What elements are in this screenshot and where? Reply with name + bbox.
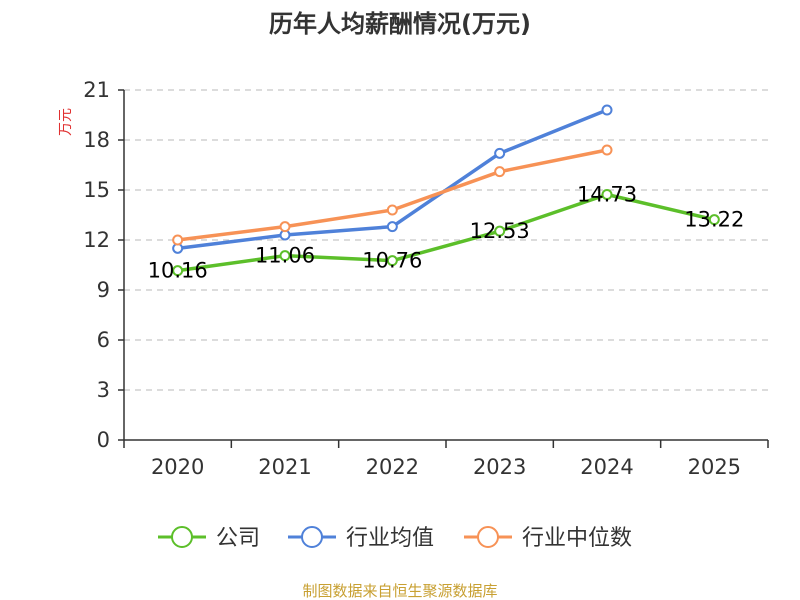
legend-marker xyxy=(477,526,499,548)
data-point[interactable] xyxy=(494,225,506,237)
x-tick-label: 2025 xyxy=(688,455,741,479)
y-axis-label: 万元 xyxy=(58,108,74,136)
data-label-layer: 10.16 11.06 10.76 12.53 14.73 13.22 xyxy=(148,183,745,283)
data-point[interactable] xyxy=(172,265,184,277)
data-point[interactable] xyxy=(279,221,291,233)
data-point[interactable] xyxy=(386,221,398,233)
series-1 xyxy=(172,104,613,254)
legend-item-2[interactable]: 行业中位数 xyxy=(464,526,632,551)
axis-layer: 0 3 6 9 12 15 18 21 2020 2021 2022 2023 2024 2025 xyxy=(83,78,769,479)
data-point[interactable] xyxy=(386,204,398,216)
data-point[interactable] xyxy=(279,250,291,262)
grid-layer xyxy=(124,89,768,391)
legend-marker xyxy=(171,526,193,548)
data-label: 12.53 xyxy=(470,219,530,243)
legend-label: 行业中位数 xyxy=(522,526,632,551)
data-label: 10.16 xyxy=(148,259,208,283)
y-tick-label: 15 xyxy=(83,178,110,202)
y-tick-label: 21 xyxy=(83,78,110,102)
legend-label: 公司 xyxy=(216,526,260,551)
legend[interactable]: 公司 行业均值 行业中位数 xyxy=(158,526,632,551)
y-tick-label: 3 xyxy=(97,378,110,402)
x-tick-label: 2020 xyxy=(151,455,204,479)
y-tick-label: 12 xyxy=(83,228,110,252)
data-label: 13.22 xyxy=(684,208,744,232)
y-tick-label: 6 xyxy=(97,328,110,352)
x-tick-label: 2022 xyxy=(366,455,419,479)
series-layer xyxy=(172,104,720,277)
legend-item-1[interactable]: 行业均值 xyxy=(288,526,434,551)
data-point[interactable] xyxy=(708,214,720,226)
data-point[interactable] xyxy=(601,104,613,116)
data-label: 10.76 xyxy=(362,249,422,273)
series-2 xyxy=(172,144,613,246)
data-label: 11.06 xyxy=(255,244,315,268)
data-point[interactable] xyxy=(601,144,613,156)
legend-label: 行业均值 xyxy=(346,526,434,551)
series-line xyxy=(175,192,717,273)
source-note: 制图数据来自恒生聚源数据库 xyxy=(302,582,497,600)
data-point[interactable] xyxy=(494,147,506,159)
series-0 xyxy=(172,189,720,277)
data-point[interactable] xyxy=(386,255,398,267)
y-tick-label: 0 xyxy=(97,428,110,452)
data-label: 14.73 xyxy=(577,183,637,207)
x-tick-label: 2024 xyxy=(580,455,633,479)
y-tick-label: 9 xyxy=(97,278,110,302)
x-tick-label: 2023 xyxy=(473,455,526,479)
legend-marker xyxy=(301,526,323,548)
data-point[interactable] xyxy=(172,234,184,246)
chart-title: 历年人均薪酬情况(万元) xyxy=(269,10,531,38)
data-point[interactable] xyxy=(601,189,613,200)
y-tick-label: 18 xyxy=(83,128,110,152)
x-tick-label: 2021 xyxy=(258,455,311,479)
legend-item-0[interactable]: 公司 xyxy=(158,526,260,551)
data-point[interactable] xyxy=(494,166,506,178)
